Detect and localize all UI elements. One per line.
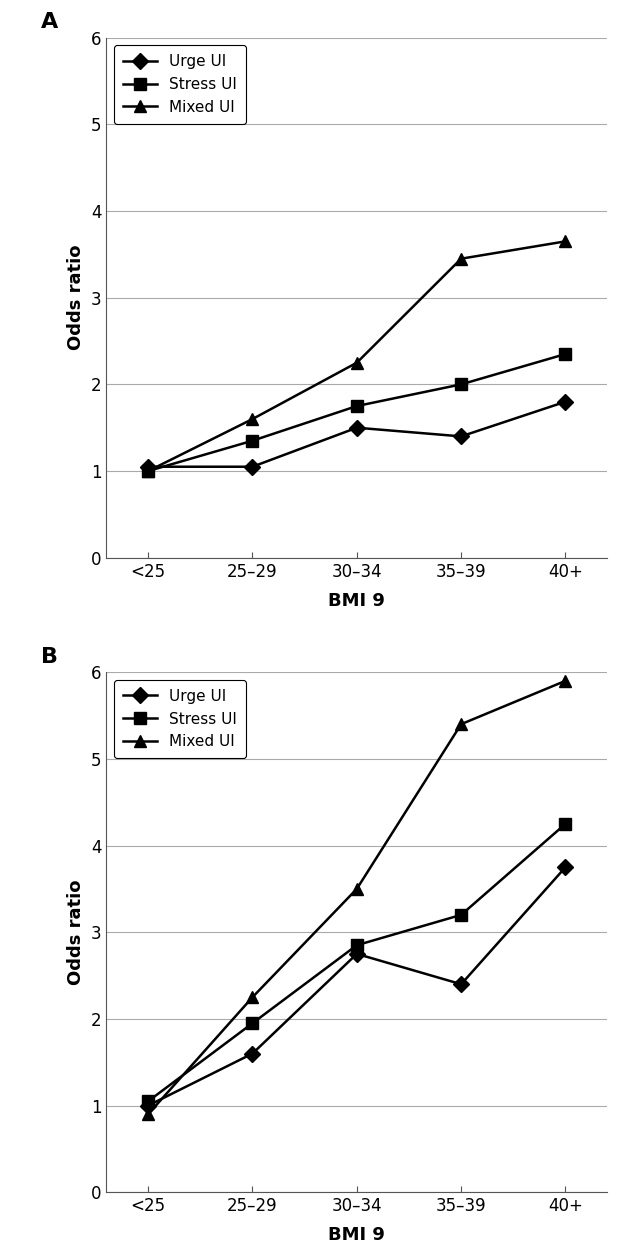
Y-axis label: Odds ratio: Odds ratio <box>68 245 85 350</box>
Urge UI <box>562 860 569 875</box>
Stress UI <box>145 1093 152 1108</box>
Mixed UI <box>458 717 465 732</box>
Mixed UI <box>145 463 152 478</box>
Urge UI <box>249 1045 256 1060</box>
Line: Stress UI: Stress UI <box>143 818 571 1107</box>
Urge UI <box>458 976 465 991</box>
Urge UI <box>458 429 465 444</box>
X-axis label: BMI 9: BMI 9 <box>329 1226 385 1244</box>
Urge UI <box>145 459 152 474</box>
Stress UI <box>562 346 569 361</box>
Mixed UI <box>353 355 361 370</box>
Line: Mixed UI: Mixed UI <box>143 675 571 1119</box>
Line: Mixed UI: Mixed UI <box>143 236 571 477</box>
Legend: Urge UI, Stress UI, Mixed UI: Urge UI, Stress UI, Mixed UI <box>114 45 246 124</box>
Mixed UI <box>458 251 465 266</box>
Stress UI <box>145 463 152 478</box>
Stress UI <box>249 1015 256 1030</box>
X-axis label: BMI 9: BMI 9 <box>329 591 385 610</box>
Stress UI <box>353 399 361 414</box>
Stress UI <box>249 433 256 448</box>
Mixed UI <box>249 412 256 427</box>
Line: Urge UI: Urge UI <box>143 862 571 1111</box>
Line: Urge UI: Urge UI <box>143 397 571 472</box>
Mixed UI <box>249 990 256 1005</box>
Text: A: A <box>41 13 59 33</box>
Stress UI <box>458 907 465 922</box>
Mixed UI <box>145 1107 152 1122</box>
Urge UI <box>145 1098 152 1113</box>
Line: Stress UI: Stress UI <box>143 349 571 477</box>
Stress UI <box>562 816 569 831</box>
Legend: Urge UI, Stress UI, Mixed UI: Urge UI, Stress UI, Mixed UI <box>114 680 246 758</box>
Mixed UI <box>562 673 569 688</box>
Stress UI <box>353 937 361 953</box>
Urge UI <box>353 420 361 435</box>
Stress UI <box>458 376 465 392</box>
Text: B: B <box>41 648 58 666</box>
Urge UI <box>353 946 361 961</box>
Urge UI <box>249 459 256 474</box>
Mixed UI <box>562 233 569 248</box>
Y-axis label: Odds ratio: Odds ratio <box>68 880 85 985</box>
Urge UI <box>562 394 569 409</box>
Mixed UI <box>353 881 361 896</box>
